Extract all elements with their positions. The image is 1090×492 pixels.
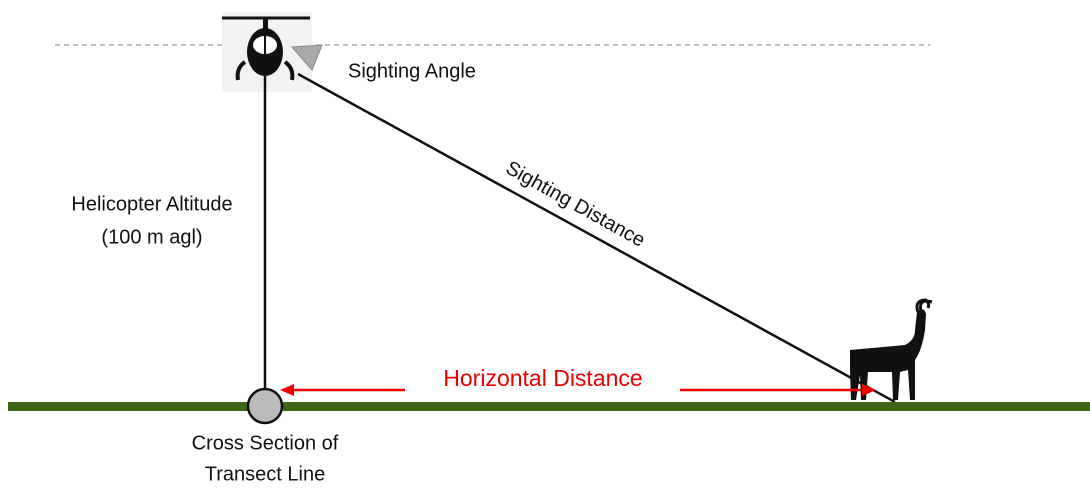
transect-label: Cross Section of	[192, 432, 339, 454]
sighting-distance-label: Sighting Distance	[502, 157, 649, 252]
transect-label: Transect Line	[205, 463, 325, 485]
altitude-label: (100 m agl)	[101, 226, 202, 248]
ground	[8, 402, 1090, 411]
sighting-angle-label: Sighting Angle	[348, 60, 476, 82]
horizontal-distance-label: Horizontal Distance	[443, 365, 642, 391]
transect-marker	[246, 387, 284, 425]
altitude-label: Helicopter Altitude	[71, 193, 232, 215]
sighting-line	[297, 72, 896, 404]
angle-wedge	[290, 44, 323, 71]
helicopter	[222, 16, 310, 81]
antelope	[850, 298, 933, 400]
horizontal-arrow	[280, 384, 876, 396]
